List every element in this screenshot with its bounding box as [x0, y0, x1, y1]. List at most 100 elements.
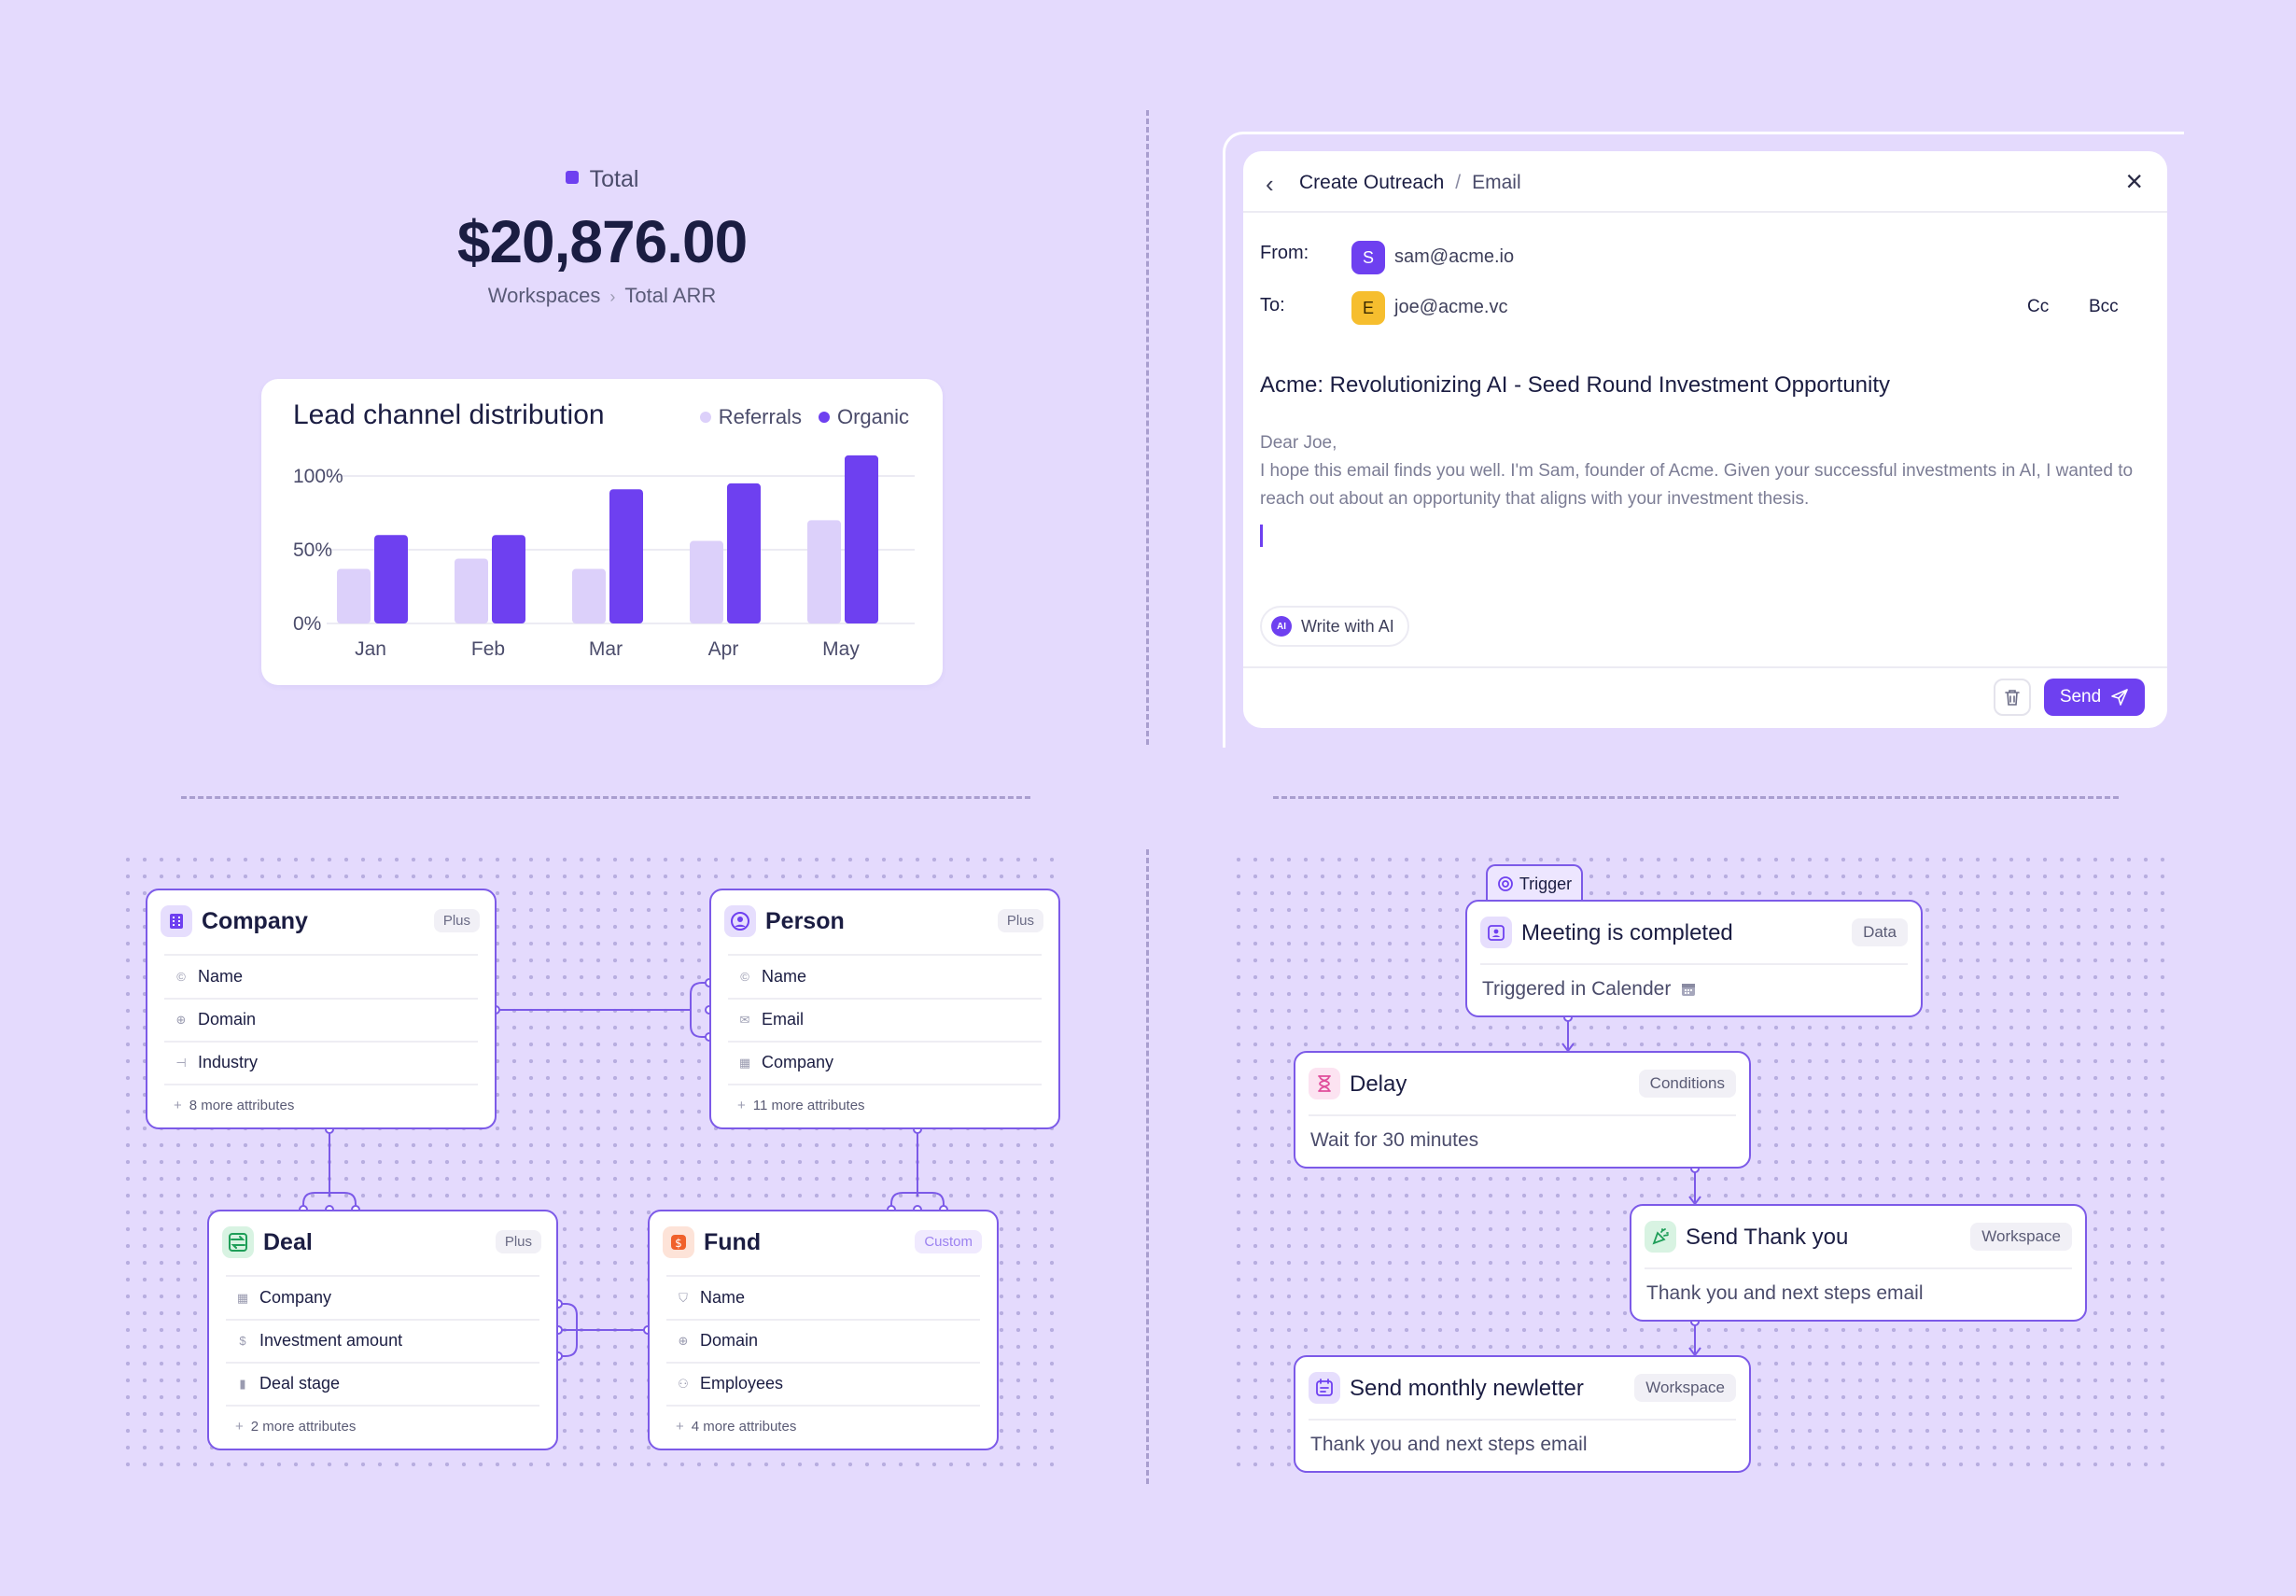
trash-icon — [2005, 690, 2020, 706]
workflow-step-send-newsletter[interactable]: Send monthly newletter Workspace Thank y… — [1294, 1355, 1751, 1473]
attribute-row[interactable]: © Name — [174, 967, 243, 987]
entity-card-company[interactable]: Company Plus © Name ⊕ Domain ⊣ Industry +8 … — [146, 889, 497, 1129]
legend-dot-referrals — [699, 412, 711, 423]
breadcrumb-total-arr[interactable]: Total ARR — [624, 284, 717, 307]
divider — [728, 1041, 1042, 1043]
plus-icon: + — [235, 1419, 244, 1435]
y-tick-label: 0% — [293, 613, 321, 635]
close-icon[interactable]: × — [2125, 164, 2143, 198]
entity-header: Company — [161, 905, 308, 937]
bar-organic-mar — [609, 489, 643, 623]
attribute-row[interactable]: ⚇ Employees — [676, 1374, 783, 1393]
step-title: Send Thank you — [1686, 1225, 1849, 1250]
cc-button[interactable]: Cc — [2027, 297, 2050, 316]
name-attr-icon: © — [176, 970, 186, 984]
entity-card-person[interactable]: Person Plus © Name ✉ Email ▦ Company +11 mo… — [709, 889, 1060, 1129]
attribute-row[interactable]: ▦ Company — [236, 1288, 332, 1307]
legend-item-organic[interactable]: Organic — [818, 405, 909, 429]
workflow-step-send-thank-you[interactable]: Send Thank you Workspace Thank you and n… — [1630, 1204, 2087, 1322]
bar-organic-may — [845, 455, 878, 623]
send-button[interactable]: Send — [2044, 679, 2145, 716]
from-avatar: S — [1351, 241, 1385, 274]
attribute-row[interactable]: ✉ Email — [737, 1010, 804, 1029]
people-icon: ⚇ — [678, 1376, 689, 1391]
bar-organic-apr — [727, 483, 761, 623]
total-label: Total — [0, 166, 1204, 193]
divider — [666, 1405, 980, 1407]
step-description: Thank you and next steps email — [1310, 1434, 1588, 1455]
x-tick-label: Apr — [708, 638, 739, 660]
building-outline-icon: ▦ — [738, 1055, 751, 1070]
more-attributes-link[interactable]: +11 more attributes — [737, 1098, 865, 1113]
text-cursor — [1260, 525, 1263, 547]
attribute-row[interactable]: ⊣ Industry — [174, 1053, 258, 1072]
email-footer-divider — [1243, 666, 2167, 668]
entity-card-deal[interactable]: Deal Plus ▦ Company $ Investment amount ▮ D… — [207, 1210, 558, 1450]
step-badge: Data — [1852, 918, 1908, 946]
total-value: $20,876.00 — [456, 208, 748, 275]
email-body[interactable]: Dear Joe, I hope this email finds you we… — [1260, 429, 2137, 513]
email-subject[interactable]: Acme: Revolutionizing AI - Seed Round In… — [1260, 372, 1891, 398]
workflow-step-meeting[interactable]: Meeting is completed Data Triggered in C… — [1465, 900, 1923, 1017]
name-attr-icon: © — [740, 970, 749, 984]
breadcrumb-email: Email — [1472, 172, 1521, 193]
attribute-row[interactable]: ▦ Company — [738, 1053, 834, 1071]
legend-item-referrals[interactable]: Referrals — [699, 405, 802, 429]
target-icon — [1497, 876, 1513, 891]
to-address[interactable]: joe@acme.vc — [1394, 297, 1508, 317]
workflow-step-delay[interactable]: Delay Conditions Wait for 30 minutes — [1294, 1051, 1751, 1169]
bcc-button[interactable]: Bcc — [2089, 297, 2119, 316]
calendar-icon — [1682, 984, 1696, 996]
y-tick-label: 100% — [293, 466, 343, 487]
entity-header: Person — [724, 905, 845, 937]
entity-card-fund[interactable]: $ Fund Custom ⛉ Name ⊕ Domain ⚇ Employees +… — [648, 1210, 999, 1450]
divider — [728, 998, 1042, 1000]
attribute-row[interactable]: © Name — [737, 967, 806, 987]
bar-referrals-apr — [690, 540, 723, 623]
attribute-row[interactable]: ⊕ Domain — [676, 1331, 758, 1351]
send-plane-icon — [2111, 689, 2128, 706]
attribute-row[interactable]: ⛉ Name — [676, 1288, 745, 1308]
more-attributes-link[interactable]: +2 more attributes — [235, 1419, 357, 1435]
plan-badge: Custom — [915, 1230, 982, 1253]
step-badge: Conditions — [1638, 1070, 1736, 1098]
vertical-divider-bottom — [1146, 849, 1149, 1484]
more-attributes-link[interactable]: +8 more attributes — [174, 1098, 295, 1113]
step-title: Delay — [1350, 1071, 1407, 1097]
plan-badge: Plus — [495, 1230, 541, 1253]
divider — [226, 1405, 539, 1407]
step-description: Thank you and next steps email — [1646, 1282, 1924, 1304]
legend-dot-organic — [818, 412, 830, 423]
vertical-divider-top — [1146, 110, 1149, 745]
plus-icon: + — [174, 1098, 182, 1113]
step-badge: Workspace — [1970, 1223, 2072, 1251]
bar-chart: 100% 50% 0% Jan Feb Mar Apr May — [293, 455, 915, 660]
divider — [164, 1084, 478, 1085]
bar-organic-jan — [374, 535, 408, 623]
breadcrumb-create-outreach[interactable]: Create Outreach — [1299, 172, 1445, 193]
plan-badge: Plus — [433, 909, 480, 932]
divider — [226, 1319, 539, 1321]
delete-draft-button[interactable] — [1994, 679, 2031, 716]
calendar-note-icon — [1309, 1372, 1340, 1404]
party-popper-icon — [1645, 1221, 1676, 1253]
more-attributes-link[interactable]: +4 more attributes — [676, 1419, 797, 1435]
chart-title: Lead channel distribution — [293, 399, 605, 430]
ai-sparkle-icon: AI — [1271, 616, 1292, 637]
entity-title: Fund — [704, 1228, 762, 1255]
attribute-row[interactable]: ⊕ Domain — [174, 1010, 256, 1029]
divider — [1309, 1419, 1736, 1421]
from-label: From: — [1260, 243, 1309, 263]
breadcrumb-workspaces[interactable]: Workspaces — [487, 284, 601, 307]
fund-dollar-icon: $ — [663, 1226, 694, 1258]
trigger-tab[interactable]: Trigger — [1486, 864, 1583, 902]
chevron-right-icon: › — [609, 287, 616, 306]
from-address[interactable]: sam@acme.io — [1394, 246, 1515, 267]
step-description: Wait for 30 minutes — [1310, 1129, 1479, 1151]
back-chevron-icon[interactable]: ‹ — [1266, 170, 1274, 198]
write-with-ai-button[interactable]: AI Write with AI — [1260, 606, 1409, 647]
entity-header: $ Fund — [663, 1226, 761, 1258]
attribute-row[interactable]: $ Investment amount — [235, 1331, 402, 1351]
attribute-row[interactable]: ▮ Deal stage — [235, 1374, 340, 1393]
